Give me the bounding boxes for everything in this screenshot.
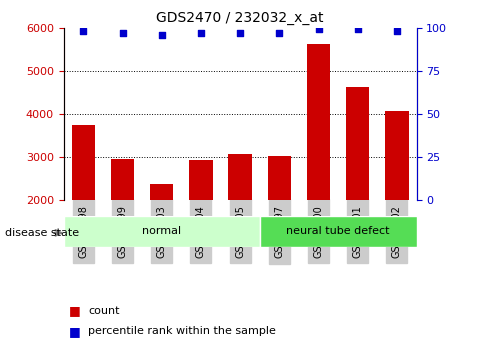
Text: count: count [88, 306, 120, 315]
Point [158, 32, 166, 37]
Title: GDS2470 / 232032_x_at: GDS2470 / 232032_x_at [156, 11, 324, 25]
Bar [228, 154, 252, 200]
Point [393, 28, 401, 34]
Point [354, 27, 362, 32]
Point [79, 28, 87, 34]
Text: ■: ■ [69, 304, 80, 317]
Point [236, 30, 244, 36]
Bar [260, 216, 416, 247]
Text: neural tube defect: neural tube defect [286, 226, 390, 236]
Bar [72, 125, 95, 200]
Bar [64, 216, 260, 247]
Point [275, 30, 283, 36]
Bar [189, 160, 213, 200]
Point [315, 27, 322, 32]
Bar [385, 111, 409, 200]
Point [119, 30, 126, 36]
Text: disease state: disease state [5, 228, 79, 238]
Text: percentile rank within the sample: percentile rank within the sample [88, 326, 276, 336]
Bar [268, 156, 291, 200]
Bar [111, 159, 134, 200]
Text: normal: normal [142, 226, 181, 236]
Text: ■: ■ [69, 325, 80, 338]
Point [197, 30, 205, 36]
Bar [307, 44, 330, 200]
Bar [150, 184, 173, 200]
Bar [346, 87, 369, 200]
